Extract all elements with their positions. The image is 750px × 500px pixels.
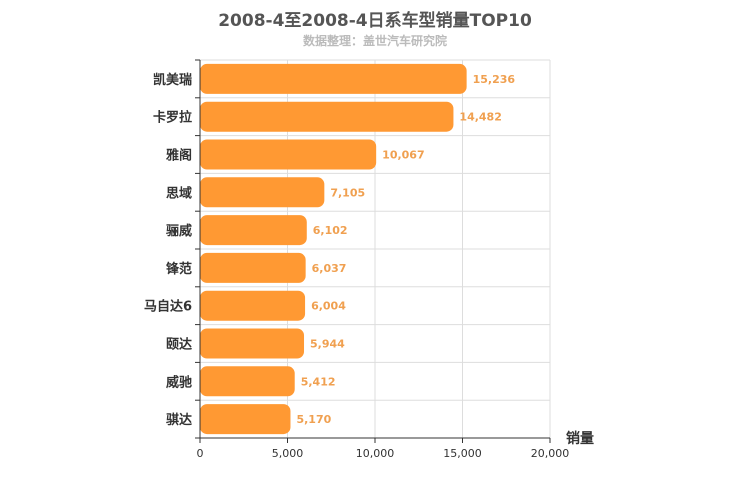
bar — [200, 63, 467, 94]
category-label: 威驰 — [166, 374, 192, 390]
bar — [200, 252, 306, 283]
x-tick-label: 0 — [197, 447, 204, 460]
category-label: 雅阁 — [166, 148, 192, 164]
bar — [200, 290, 306, 321]
category-label: 思域 — [166, 185, 192, 201]
data-label: 10,067 — [382, 149, 424, 162]
bars — [200, 63, 467, 435]
bar — [200, 101, 454, 132]
data-label: 6,037 — [312, 262, 347, 275]
labels: 凯美瑞 15,236 卡罗拉 14,482 雅阁 10,067 思域 7,105 骊威 6,102… — [144, 72, 569, 460]
category-label: 卡罗拉 — [153, 110, 192, 126]
data-label: 6,102 — [313, 224, 348, 237]
x-tick-label: 10,000 — [356, 447, 395, 460]
axes — [195, 59, 551, 443]
category-label: 凯美瑞 — [153, 72, 192, 88]
data-label: 6,004 — [311, 300, 346, 313]
category-label: 骐达 — [166, 412, 192, 428]
bar — [200, 215, 307, 246]
bar — [200, 328, 305, 359]
bar — [200, 366, 295, 397]
chart-title: 2008-4至2008-4日系车型销量TOP10 — [218, 11, 532, 31]
bar — [200, 139, 377, 170]
x-tick-label: 15,000 — [443, 447, 482, 460]
data-label: 14,482 — [459, 111, 501, 124]
category-label: 颐达 — [166, 337, 192, 353]
x-tick-label: 5,000 — [272, 447, 304, 460]
category-label: 锋范 — [166, 261, 192, 277]
data-label: 5,412 — [301, 375, 336, 388]
chart-subtitle: 数据整理：盖世汽车研究院 — [302, 34, 447, 48]
data-label: 5,944 — [310, 338, 345, 351]
category-label: 骊威 — [166, 223, 192, 239]
bar — [200, 177, 325, 208]
x-tick-label: 20,000 — [531, 447, 570, 460]
data-label: 15,236 — [473, 73, 516, 86]
data-label: 7,105 — [330, 186, 365, 199]
data-label: 5,170 — [296, 413, 331, 426]
x-axis-title: 销量 — [566, 430, 594, 447]
bar — [200, 404, 291, 435]
category-label: 马自达6 — [144, 299, 192, 315]
